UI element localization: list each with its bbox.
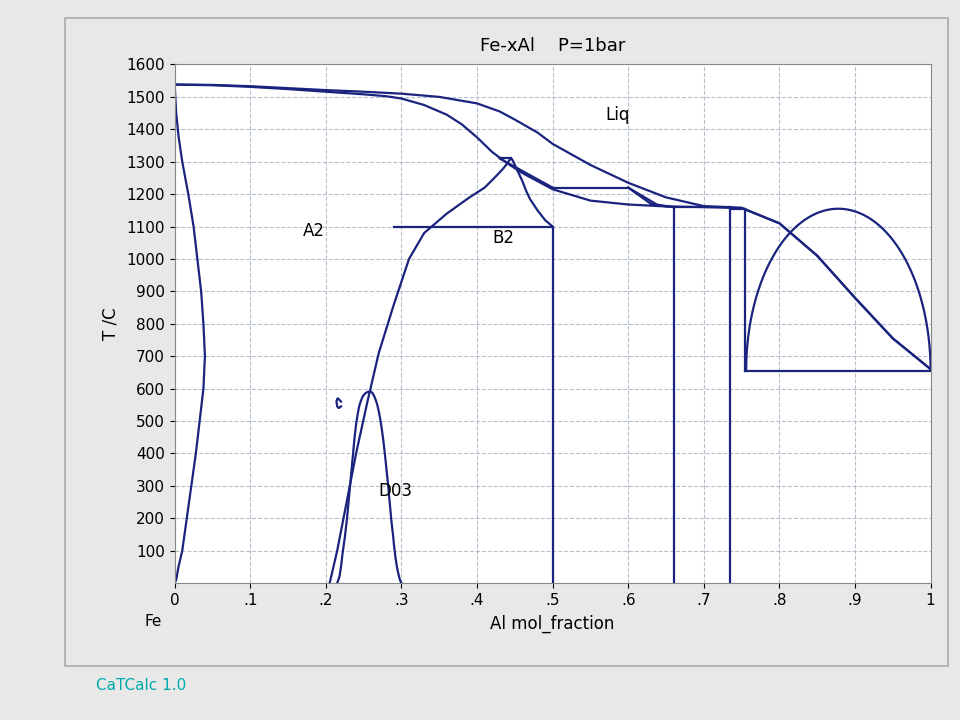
Text: CaTCalc 1.0: CaTCalc 1.0	[96, 678, 186, 693]
Text: A2: A2	[303, 222, 325, 240]
Title: Fe-xAl    P=1bar: Fe-xAl P=1bar	[480, 37, 625, 55]
X-axis label: Al mol_fraction: Al mol_fraction	[491, 615, 614, 633]
Text: Liq: Liq	[606, 106, 630, 124]
Text: B2: B2	[492, 229, 515, 247]
Text: D03: D03	[379, 482, 413, 500]
Text: Fe: Fe	[145, 614, 162, 629]
Y-axis label: T /C: T /C	[102, 307, 119, 340]
